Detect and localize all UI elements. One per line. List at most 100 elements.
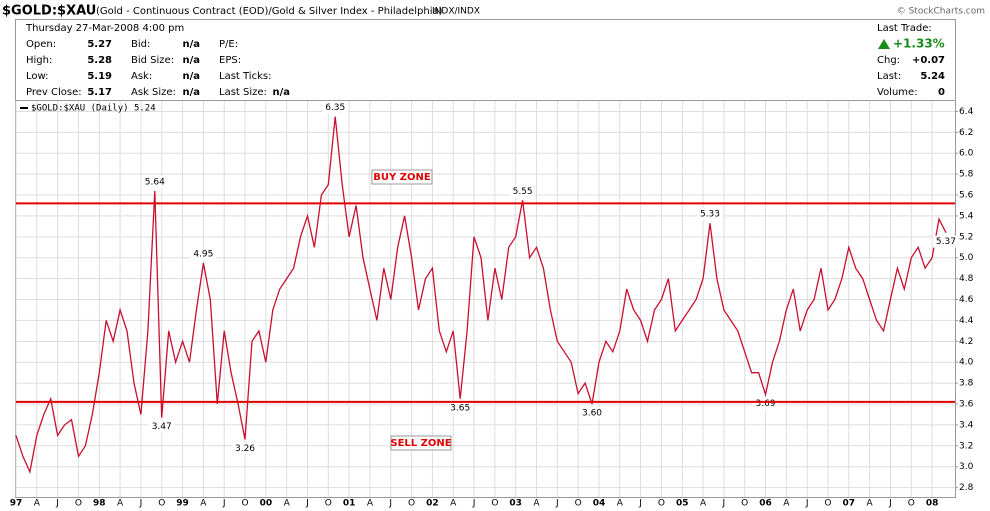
field-label: EPS: xyxy=(219,55,241,66)
value-label: 3.65 xyxy=(450,403,470,413)
x-tick-label: A xyxy=(200,499,207,509)
zone-label: SELL ZONE xyxy=(390,438,451,449)
value-label-box xyxy=(232,442,259,455)
x-tick-label: J xyxy=(388,499,392,509)
value-label-box xyxy=(752,397,779,410)
y-tick-label: 5.6 xyxy=(959,191,974,201)
x-tick-label: J xyxy=(888,499,892,509)
x-tick-label: O xyxy=(658,499,665,509)
copyright: © StockCharts.com xyxy=(897,7,985,17)
value-label-box xyxy=(148,420,175,433)
field-value: +0.07 xyxy=(912,55,945,66)
value-label: 6.35 xyxy=(325,103,345,113)
x-tick-label: A xyxy=(117,499,124,509)
field-label: Ask Size: xyxy=(131,87,176,98)
x-tick-label: 06 xyxy=(759,499,772,509)
symbol-title: $GOLD:$XAU xyxy=(2,4,96,19)
up-arrow xyxy=(878,39,890,49)
zone-label: BUY ZONE xyxy=(373,172,431,183)
subtitle: (Gold - Continuous Contract (EOD)/Gold &… xyxy=(96,6,443,17)
value-label: 3.60 xyxy=(582,409,602,419)
x-tick-label: 98 xyxy=(93,499,106,509)
x-tick-label: 03 xyxy=(509,499,522,509)
x-tick-label: 00 xyxy=(260,499,273,509)
x-tick-label: J xyxy=(638,499,642,509)
value-label-box xyxy=(579,407,606,420)
x-tick-label: 02 xyxy=(426,499,439,509)
value-label-box xyxy=(322,101,349,114)
field-label: Volume: xyxy=(877,87,918,98)
value-label-box xyxy=(447,401,474,414)
x-tick-label: J xyxy=(722,499,726,509)
field-value: 0 xyxy=(938,87,945,98)
x-tick-label: O xyxy=(908,499,915,509)
y-tick-label: 3.2 xyxy=(959,441,973,451)
y-tick-label: 4.0 xyxy=(959,358,974,368)
x-tick-label: O xyxy=(325,499,332,509)
value-label: 5.33 xyxy=(700,210,720,220)
field-label: Last Ticks: xyxy=(219,71,271,82)
field-value: 5.27 xyxy=(87,39,112,50)
field-value: 5.28 xyxy=(87,55,112,66)
x-tick-label: O xyxy=(75,499,82,509)
x-tick-label: 08 xyxy=(926,499,939,509)
y-tick-label: 4.4 xyxy=(959,316,974,326)
value-label-box xyxy=(697,208,723,221)
x-tick-label: O xyxy=(241,499,248,509)
x-tick-label: 97 xyxy=(10,499,23,509)
date: Thursday 27-Mar-2008 4:00 pm xyxy=(25,23,184,34)
field-label: Ask: xyxy=(131,71,152,82)
value-label: 5.64 xyxy=(145,177,165,187)
value-label-box xyxy=(509,185,536,198)
x-tick-label: 01 xyxy=(343,499,356,509)
x-tick-label: J xyxy=(555,499,559,509)
x-tick-label: A xyxy=(700,499,707,509)
value-label: 5.55 xyxy=(513,187,533,197)
y-tick-label: 4.6 xyxy=(959,295,974,305)
x-tick-label: 07 xyxy=(843,499,856,509)
y-tick-label: 3.8 xyxy=(959,379,974,389)
zone-label-box xyxy=(371,169,433,185)
field-label: Bid: xyxy=(131,39,150,50)
x-tick-label: O xyxy=(491,499,498,509)
y-tick-label: 4.8 xyxy=(959,274,974,284)
x-tick-label: J xyxy=(222,499,226,509)
x-tick-label: J xyxy=(55,499,59,509)
y-tick-label: 5.2 xyxy=(959,232,973,242)
field-label: Low: xyxy=(26,71,49,82)
field-value: 5.17 xyxy=(87,87,112,98)
exchange: INDX/INDX xyxy=(432,7,480,17)
field-label: Prev Close: xyxy=(26,87,82,98)
x-tick-label: J xyxy=(805,499,809,509)
value-label-box xyxy=(141,175,168,188)
y-tick-label: 5.4 xyxy=(959,211,974,221)
x-tick-label: A xyxy=(450,499,457,509)
y-tick-label: 5.0 xyxy=(959,253,974,263)
value-label-box xyxy=(190,247,217,260)
x-tick-label: O xyxy=(408,499,415,509)
field-label: Last: xyxy=(877,71,901,82)
field-value: n/a xyxy=(182,71,200,82)
quote-panel xyxy=(15,19,956,101)
y-tick-label: 3.6 xyxy=(959,400,974,410)
field-label: P/E: xyxy=(219,39,238,50)
x-tick-label: J xyxy=(305,499,309,509)
field-label: Open: xyxy=(26,39,56,50)
x-tick-label: O xyxy=(158,499,165,509)
x-tick-label: O xyxy=(575,499,582,509)
legend: $GOLD:$XAU (Daily) 5.24 xyxy=(31,104,156,114)
x-tick-label: A xyxy=(617,499,624,509)
y-tick-label: 2.8 xyxy=(959,483,974,493)
y-tick-label: 6.4 xyxy=(959,107,974,117)
x-tick-label: J xyxy=(472,499,476,509)
y-tick-label: 5.8 xyxy=(959,170,974,180)
field-label: High: xyxy=(26,55,52,66)
field-label: Last Size: xyxy=(219,87,267,98)
zone-label-box xyxy=(390,435,452,451)
field-value: n/a xyxy=(272,87,290,98)
x-tick-label: 04 xyxy=(593,499,606,509)
field-value: 5.24 xyxy=(920,71,945,82)
x-tick-label: J xyxy=(139,499,143,509)
price-line xyxy=(15,116,947,475)
